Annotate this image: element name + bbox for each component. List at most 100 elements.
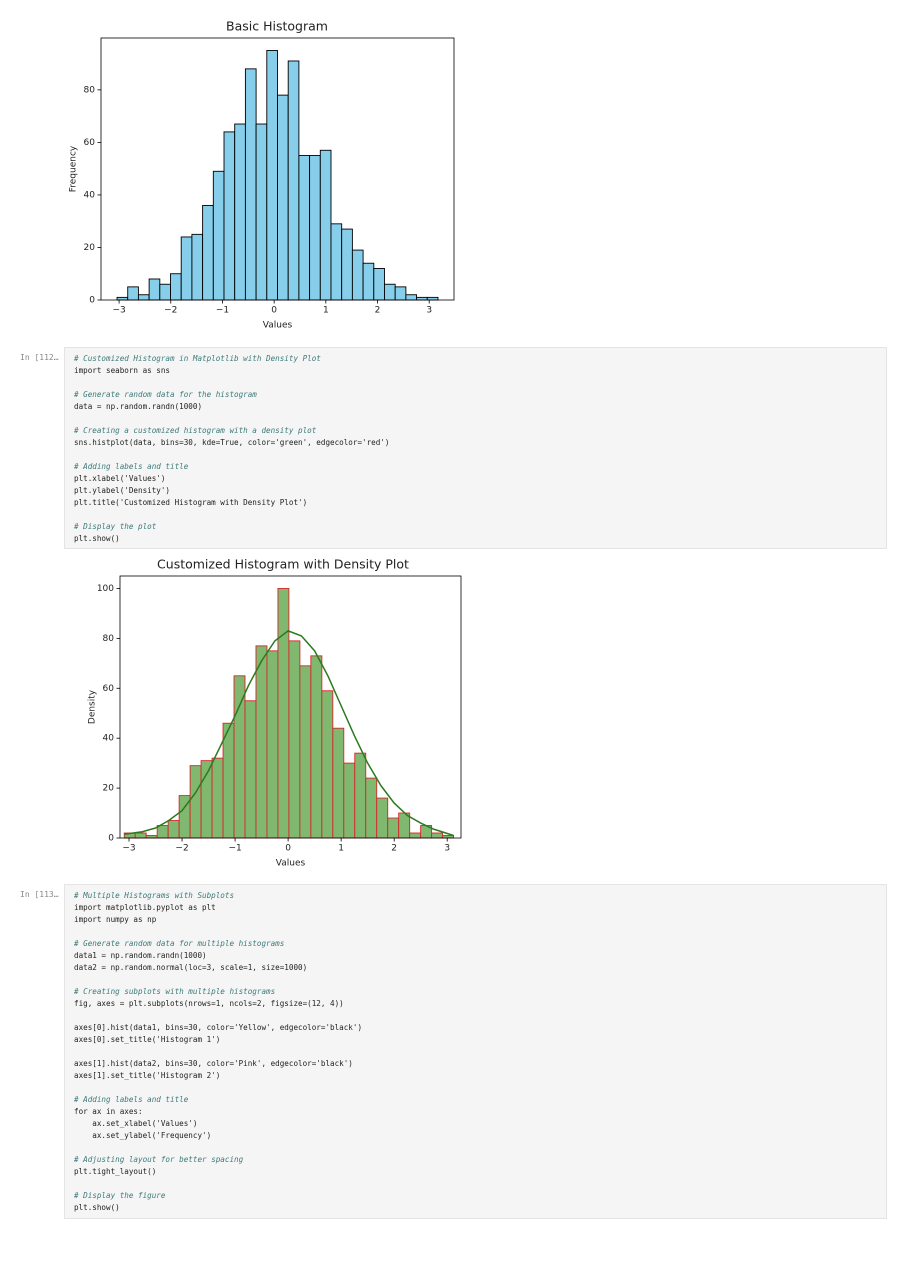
code-cell[interactable]: # Customized Histogram in Matplotlib wit… — [64, 347, 887, 549]
x-tick-label: −1 — [228, 844, 241, 854]
bar — [321, 690, 334, 839]
bar — [373, 268, 385, 301]
y-axis-label: Frequency — [69, 145, 79, 192]
bar — [319, 149, 332, 301]
bar — [341, 228, 353, 301]
bar — [398, 812, 411, 839]
bar — [189, 765, 202, 839]
y-tick-label: 100 — [97, 584, 114, 594]
code-line: # Adding labels and title — [74, 462, 189, 471]
bar — [244, 700, 257, 839]
bar — [211, 757, 224, 839]
bar — [137, 294, 150, 301]
bar — [255, 123, 268, 301]
code-line: # Creating a customized histogram with a… — [74, 426, 317, 435]
y-tick-label: 80 — [103, 634, 115, 644]
x-tick-label: −1 — [216, 306, 229, 316]
bar — [298, 155, 311, 301]
code-line: import seaborn as sns — [74, 366, 171, 375]
code-block: # Customized Histogram in Matplotlib wit… — [74, 353, 886, 377]
x-tick-label: 1 — [323, 306, 329, 316]
bar — [343, 762, 356, 839]
bar — [156, 825, 169, 839]
bar — [233, 675, 246, 839]
bar — [394, 286, 407, 301]
bar — [222, 722, 235, 839]
code-block: axes[0].hist(data1, bins=30, color='Yell… — [74, 1022, 886, 1046]
cell-prompt: In [113… — [20, 890, 59, 899]
bar — [309, 155, 321, 301]
code-line: # Multiple Histograms with Subplots — [74, 891, 235, 900]
bar — [244, 68, 257, 301]
bar — [330, 223, 343, 301]
bar — [384, 283, 396, 301]
x-tick-label: −3 — [122, 844, 135, 854]
code-line: axes[0].set_title('Histogram 1') — [74, 1035, 221, 1044]
bar — [376, 797, 389, 839]
code-cell[interactable]: # Multiple Histograms with Subplots impor… — [64, 884, 887, 1219]
bar — [362, 262, 375, 301]
bar — [148, 278, 161, 301]
code-line: ax.set_xlabel('Values') — [74, 1119, 198, 1128]
x-axis-label: Values — [276, 859, 306, 869]
code-line: ax.set_ylabel('Frequency') — [74, 1131, 212, 1140]
code-line: axes[1].set_title('Histogram 2') — [74, 1071, 221, 1080]
x-axis-label: Values — [263, 321, 293, 331]
plot-frame — [100, 37, 455, 301]
bar — [277, 94, 289, 301]
code-line: plt.show() — [74, 534, 120, 543]
bar — [167, 820, 180, 839]
code-line: plt.tight_layout() — [74, 1167, 157, 1176]
plot-frame — [119, 575, 462, 839]
code-line: axes[0].hist(data1, bins=30, color='Yell… — [74, 1023, 363, 1032]
bar — [255, 645, 268, 839]
bar — [277, 588, 290, 839]
bar — [127, 286, 139, 301]
code-line: # Display the plot — [74, 522, 157, 531]
bar — [223, 131, 236, 301]
bar — [351, 249, 364, 301]
code-line: data2 = np.random.normal(loc=3, scale=1,… — [74, 963, 308, 972]
bar — [180, 236, 193, 301]
density-line — [124, 630, 454, 837]
bar — [299, 665, 312, 839]
code-block: # Adding labels and title plt.xlabel('Val… — [74, 461, 886, 509]
code-block: # Multiple Histograms with Subplots impor… — [74, 890, 886, 926]
code-line: # Generate random data for multiple hist… — [74, 939, 285, 948]
chart-title: Customized Histogram with Density Plot — [157, 557, 409, 572]
y-tick-label: 0 — [89, 296, 95, 306]
x-tick-label: −2 — [164, 306, 177, 316]
code-line: axes[1].hist(data2, bins=30, color='Pink… — [74, 1059, 353, 1068]
y-tick-label: 20 — [103, 784, 115, 794]
bar — [409, 832, 422, 839]
code-line: # Adjusting layout for better spacing — [74, 1155, 244, 1164]
bar — [405, 294, 418, 301]
x-tick-label: −2 — [175, 844, 188, 854]
code-line: # Adding labels and title — [74, 1095, 189, 1104]
bar — [212, 170, 225, 301]
code-block: # Display the plot plt.show() — [74, 521, 886, 545]
bar — [134, 832, 147, 839]
code-line: data1 = np.random.randn(1000) — [74, 951, 207, 960]
code-line: import numpy as np — [74, 915, 157, 924]
code-block: # Generate random data for multiple hist… — [74, 938, 886, 974]
code-line: plt.title('Customized Histogram with Den… — [74, 498, 308, 507]
code-line: sns.histplot(data, bins=30, kde=True, co… — [74, 438, 390, 447]
bar — [332, 727, 345, 839]
bar — [266, 650, 279, 839]
y-tick-label: 20 — [84, 243, 96, 253]
bar — [387, 817, 400, 839]
code-block: # Display the figure plt.show() — [74, 1190, 886, 1214]
code-line: # Customized Histogram in Matplotlib wit… — [74, 354, 321, 363]
bar — [202, 204, 214, 301]
code-line: plt.show() — [74, 1203, 120, 1212]
y-tick-label: 80 — [84, 85, 96, 95]
y-axis-label: Density — [88, 689, 98, 724]
chart-title: Basic Histogram — [226, 19, 328, 34]
bar — [365, 777, 378, 839]
y-tick-label: 40 — [84, 190, 96, 200]
x-tick-label: 0 — [271, 306, 277, 316]
x-tick-label: 1 — [338, 844, 344, 854]
